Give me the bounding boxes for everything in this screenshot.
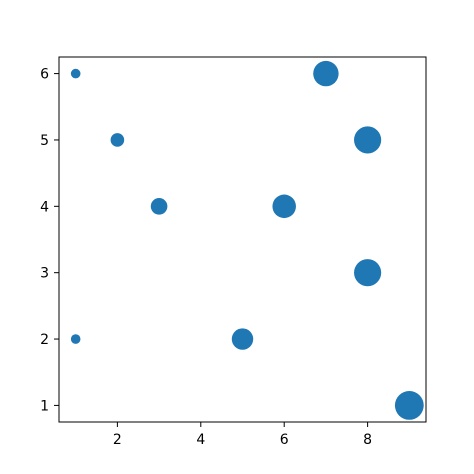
y-tick-label-6: 6	[40, 67, 49, 83]
data-point-4	[272, 194, 296, 219]
data-point-9	[231, 328, 254, 350]
y-tick-label-2: 2	[40, 332, 49, 348]
data-point-3	[150, 198, 168, 215]
y-tick-label-4: 4	[40, 199, 49, 215]
data-point-2	[110, 133, 125, 147]
y-tick-label-3: 3	[40, 266, 49, 282]
x-tick-label-6: 6	[280, 432, 289, 448]
x-tick-label-2: 2	[113, 432, 122, 448]
points-layer	[70, 60, 424, 420]
x-tick-label-8: 8	[363, 432, 372, 448]
data-point-6	[354, 126, 382, 154]
plot-frame	[58, 56, 427, 423]
data-point-1	[70, 68, 81, 79]
y-tick-label-1: 1	[40, 398, 49, 414]
data-point-8	[70, 334, 81, 344]
plot-area	[59, 57, 426, 422]
data-point-10	[394, 391, 424, 420]
ticks-layer: 2 4 6 8 1 2 3 4 5 6	[40, 67, 372, 448]
y-tick-label-5: 5	[40, 133, 49, 149]
x-tick-label-4: 4	[196, 432, 205, 448]
data-point-5	[313, 60, 339, 87]
data-point-7	[354, 259, 382, 287]
